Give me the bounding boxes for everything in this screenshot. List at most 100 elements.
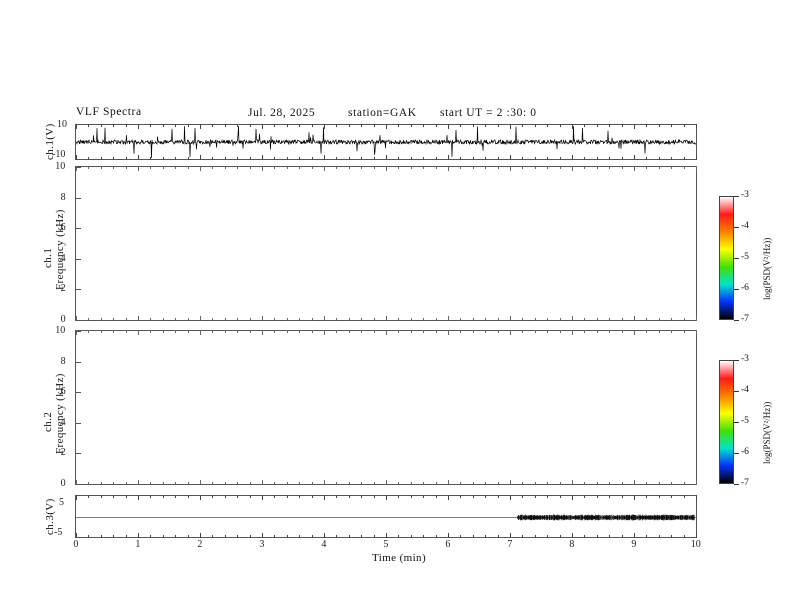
tick-mark	[113, 330, 115, 333]
tick-mark	[373, 482, 375, 485]
tick-mark	[435, 318, 437, 321]
tick-mark	[596, 157, 598, 160]
tick-mark	[76, 316, 77, 321]
tick-mark	[237, 166, 239, 169]
tick-mark	[696, 533, 697, 538]
tick-mark	[150, 535, 152, 538]
tick-mark	[621, 330, 623, 333]
tick-mark	[237, 157, 239, 160]
ch2-ytick-4: 4	[60, 416, 66, 428]
tick-mark	[336, 318, 338, 321]
tick-mark	[336, 330, 338, 333]
tick-mark	[76, 480, 77, 485]
tick-mark	[162, 482, 164, 485]
tick-mark	[88, 124, 90, 127]
tick-mark	[634, 124, 635, 129]
tick-mark	[658, 166, 660, 169]
tick-mark	[125, 124, 127, 127]
tick-mark	[361, 535, 363, 538]
tick-mark	[398, 535, 400, 538]
tick-mark	[435, 124, 437, 127]
tick-mark	[497, 482, 499, 485]
tick-mark	[460, 330, 462, 333]
tick-mark	[671, 157, 673, 160]
tick-mark	[100, 482, 102, 485]
tick-mark	[76, 495, 77, 500]
tick-mark	[361, 495, 363, 498]
x-tick-0: 0	[73, 539, 79, 550]
colorbar-ch2-tickmark	[734, 391, 739, 392]
tick-mark	[634, 495, 635, 500]
tick-mark	[547, 535, 549, 538]
tick-mark	[398, 124, 400, 127]
tick-mark	[435, 482, 437, 485]
tick-mark	[324, 533, 325, 538]
tick-mark	[634, 166, 635, 171]
tick-mark	[125, 330, 127, 333]
tick-mark	[572, 533, 573, 538]
tick-mark	[522, 535, 524, 538]
x-tick-7: 7	[507, 539, 513, 550]
tick-mark	[472, 495, 474, 498]
tick-mark	[224, 482, 226, 485]
tick-mark	[410, 330, 412, 333]
tick-mark	[175, 482, 177, 485]
colorbar-ch2-tickmark	[734, 360, 739, 361]
tick-mark	[410, 482, 412, 485]
tick-mark	[472, 166, 474, 169]
tick-mark	[584, 535, 586, 538]
tick-mark	[683, 495, 685, 498]
tick-mark	[113, 157, 115, 160]
tick-mark	[559, 157, 561, 160]
tick-mark	[324, 330, 325, 335]
tick-mark	[262, 480, 263, 485]
colorbar-ch2-tickmark	[734, 484, 739, 485]
tick-mark	[76, 320, 81, 321]
tick-mark	[187, 482, 189, 485]
tick-mark	[274, 330, 276, 333]
tick-mark	[634, 330, 635, 335]
tick-mark	[423, 495, 425, 498]
tick-mark	[596, 495, 598, 498]
tick-mark	[113, 482, 115, 485]
tick-mark	[596, 318, 598, 321]
tick-mark	[200, 166, 201, 171]
ch1-ytick-8: 8	[60, 191, 66, 203]
tick-mark	[572, 124, 573, 129]
tick-mark	[76, 258, 81, 260]
tick-mark	[386, 533, 387, 538]
tick-mark	[162, 166, 164, 169]
tick-mark	[212, 318, 214, 321]
tick-mark	[76, 166, 77, 171]
tick-mark	[559, 166, 561, 169]
ch1-spectrogram-image	[76, 167, 696, 320]
tick-mark	[596, 330, 598, 333]
tick-mark	[286, 535, 288, 538]
tick-mark	[646, 166, 648, 169]
tick-mark	[584, 166, 586, 169]
tick-mark	[621, 157, 623, 160]
tick-mark	[683, 535, 685, 538]
tick-mark	[113, 124, 115, 127]
tick-mark	[125, 318, 127, 321]
tick-mark	[76, 484, 81, 485]
tick-mark	[559, 318, 561, 321]
tick-mark	[423, 124, 425, 127]
tick-mark	[237, 124, 239, 127]
tick-mark	[249, 535, 251, 538]
tick-mark	[534, 124, 536, 127]
tick-mark	[621, 495, 623, 498]
tick-mark	[274, 535, 276, 538]
tick-mark	[348, 124, 350, 127]
colorbar-ch1-label: log(PSD(V²/Hz))	[762, 237, 772, 300]
tick-mark	[299, 482, 301, 485]
tick-mark	[336, 535, 338, 538]
tick-mark	[175, 318, 177, 321]
tick-mark	[472, 535, 474, 538]
tick-mark	[497, 330, 499, 333]
tick-mark	[696, 495, 697, 500]
tick-mark	[572, 155, 573, 160]
tick-mark	[609, 166, 611, 169]
tick-mark	[386, 124, 387, 129]
